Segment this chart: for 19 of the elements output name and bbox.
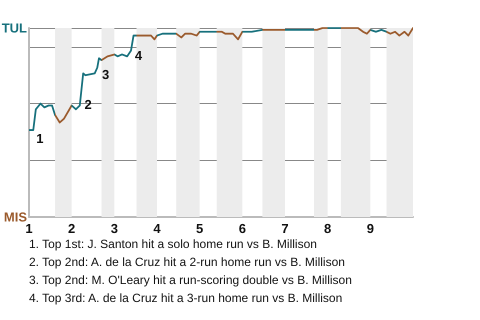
x-tick-label: 1 bbox=[25, 221, 33, 236]
x-tick-label: 5 bbox=[196, 221, 204, 236]
x-tick-label: 8 bbox=[324, 221, 332, 236]
text: 3. Top 2nd: M. O'Leary hit a run-scoring double vs B. Millison bbox=[29, 272, 353, 289]
annotation: 3 bbox=[102, 66, 110, 82]
x-tick-label: 2 bbox=[68, 221, 76, 236]
text: 4. Top 3rd: A. de la Cruz hit a 3-run home run vs B. Millison bbox=[29, 290, 344, 307]
x-tick-label: 4 bbox=[153, 221, 162, 236]
annotation: 2 bbox=[84, 97, 92, 112]
x-tick-label: 7 bbox=[281, 221, 289, 236]
annotation: 1 bbox=[36, 131, 44, 146]
text: MIS bbox=[4, 210, 28, 224]
annotation: 4 bbox=[134, 48, 143, 63]
text: 2. Top 2nd: A. de la Cruz hit a 2-run home run vs B. Millison bbox=[29, 254, 346, 271]
text: 1. Top 1st: J. Santon hit a solo home run vs B. Millison bbox=[29, 236, 318, 253]
x-tick-label: 3 bbox=[110, 221, 118, 236]
x-tick-label: 9 bbox=[366, 221, 374, 236]
x-tick-label: 6 bbox=[238, 221, 246, 236]
text: TUL bbox=[2, 20, 28, 36]
